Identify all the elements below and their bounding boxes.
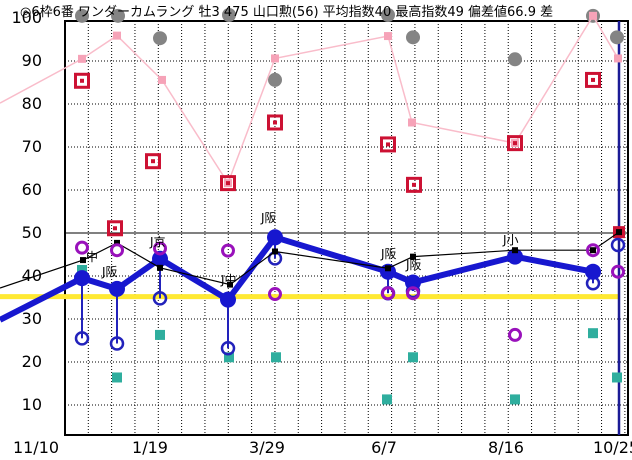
chart-title: ◎6枠6番 ワンダーカムラング 牡3 475 山口勲(56) 平均指数40 最高…	[20, 5, 554, 20]
race-track-label: J阪	[260, 211, 277, 225]
x-tick-label: 3/29	[249, 438, 285, 457]
y-tick-label: 20	[22, 352, 42, 371]
race-track-label: J阪	[405, 258, 422, 272]
race-track-label: J中	[220, 272, 237, 287]
race-track-label: J阪	[101, 265, 118, 279]
y-tick-label: 100	[11, 8, 42, 27]
grid	[65, 21, 628, 435]
y-tick-label: 90	[22, 51, 42, 70]
series-class-thin-black-line	[0, 229, 622, 289]
series-purple-open-circles	[75, 240, 625, 342]
race-track-label: J小	[502, 233, 519, 247]
plot-frame	[64, 20, 629, 436]
x-axis-labels: 11/10 1/19 3/29 6/7 8/16 10/25	[13, 438, 632, 457]
x-tick-label: 1/19	[132, 438, 168, 457]
series-teal-squares	[77, 264, 622, 405]
x-tick-label: 11/10	[13, 438, 59, 457]
x-tick-label: 8/16	[488, 438, 524, 457]
x-tick-label: 6/7	[371, 438, 397, 457]
x-tick-label: 10/25	[593, 438, 632, 457]
race-track-label: J阪	[380, 247, 397, 261]
y-tick-label: 70	[22, 137, 42, 156]
series-popularity-pink-line	[0, 11, 622, 188]
race-track-label: 中	[86, 249, 98, 264]
race-track-label: J京	[149, 235, 166, 249]
y-tick-label: 50	[22, 223, 42, 242]
y-tick-label: 30	[22, 309, 42, 328]
y-axis-labels: 100 90 80 70 60 50 40 30 20 10	[11, 8, 42, 414]
y-tick-label: 80	[22, 94, 42, 113]
y-tick-label: 60	[22, 180, 42, 199]
series-red-open-squares	[74, 71, 601, 237]
y-tick-label: 40	[22, 266, 42, 285]
y-tick-label: 10	[22, 395, 42, 414]
